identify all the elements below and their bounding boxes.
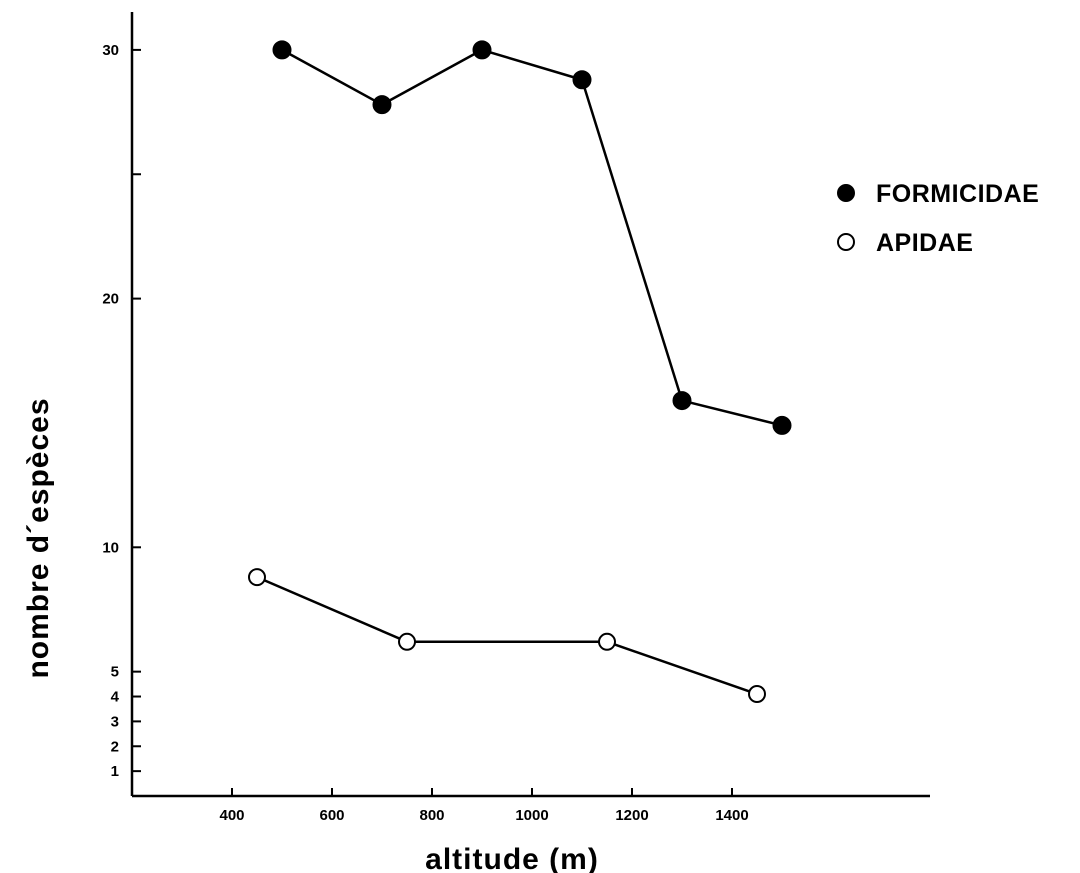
legend: FORMICIDAE APIDAE [837,180,1039,257]
x-tick-label: 1000 [515,807,548,824]
data-point-formicidae [672,391,692,411]
legend-marker-formicidae [837,184,855,202]
y-tick-label: 20 [102,291,119,308]
ticks: 400 600 800 1000 1200 1400 1 2 3 4 5 10 20 30 [102,42,748,824]
x-tick-label: 600 [319,807,344,824]
data-point-apidae [748,685,766,704]
data-point-formicidae [272,40,292,60]
legend-marker-apidae [837,233,855,251]
axes [130,12,930,798]
x-tick-label: 400 [219,807,244,824]
x-axis-title: altitude (m) [425,843,599,873]
y-tick-label: 4 [111,689,120,706]
data-point-apidae [598,632,616,651]
x-tick-label: 800 [419,807,444,824]
data-point-apidae [398,632,416,651]
series-points [248,40,792,704]
y-axis-title: nombre d´espèces [22,397,55,678]
series-line-formicidae [281,48,783,427]
data-point-formicidae [372,95,392,115]
legend-label-apidae: APIDAE [876,229,973,257]
x-tick-label: 1200 [615,807,648,824]
y-tick-label: 30 [102,42,119,59]
y-tick-label: 3 [111,713,119,730]
x-tick-label: 1400 [715,807,748,824]
data-point-formicidae [772,415,792,435]
y-tick-label: 5 [111,664,119,681]
data-point-formicidae [572,70,592,90]
y-tick-label: 1 [111,763,119,780]
y-tick-label: 10 [102,539,119,556]
series-lines [256,48,783,696]
data-point-apidae [248,568,266,587]
y-tick-label: 2 [111,738,119,755]
series-line-apidae [256,575,758,696]
legend-label-formicidae: FORMICIDAE [876,180,1039,208]
data-point-formicidae [472,40,492,60]
